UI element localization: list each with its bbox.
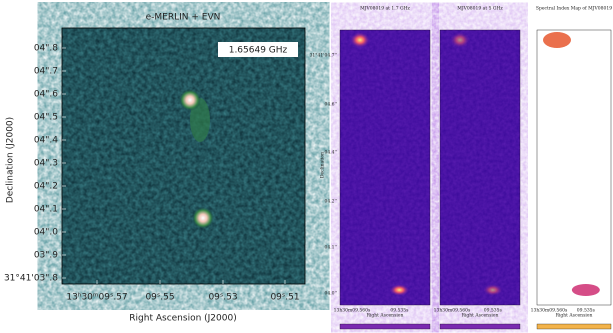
x-tick-label: 09.535s xyxy=(484,308,503,314)
panel-title: MJV08019 at 1.7 GHz xyxy=(360,6,410,12)
x-tick-label: 13ʰ30ᵐ09ˢ.57 xyxy=(66,293,127,303)
x-tick-label: 13h30m09.560s xyxy=(334,308,371,314)
panel-title: MJV08019 at 5 GHz xyxy=(457,6,503,12)
source xyxy=(482,284,503,296)
y-axis-label: Declination xyxy=(320,152,326,178)
colorbar xyxy=(339,323,431,330)
label-box xyxy=(218,42,298,57)
y-tick-label: 04".0 xyxy=(34,228,58,238)
frequency-label: 1.65649 GHz xyxy=(229,46,288,56)
source xyxy=(389,284,410,296)
radio-noise xyxy=(62,28,305,284)
y-tick-label: 04".5 xyxy=(34,113,58,123)
y-axis-label: Declination (J2000) xyxy=(6,117,16,203)
y-tick-label: 04".4 xyxy=(34,136,58,146)
left-panel: 1.65649 GHz e-MERLIN + EVN Right Ascensi… xyxy=(6,13,306,324)
y-tick-label: 04.6'' xyxy=(325,102,338,108)
x-tick-label: 09ˢ.55 xyxy=(145,293,174,303)
map-noise xyxy=(340,30,430,305)
map-image xyxy=(536,29,612,306)
x-tick-label: 13h30m09.560s xyxy=(434,308,471,314)
y-tick-label: 04.1'' xyxy=(325,245,338,251)
x-axis-label: Right Ascension xyxy=(556,313,593,319)
source xyxy=(543,32,571,48)
component xyxy=(192,207,214,229)
component xyxy=(179,89,201,111)
y-tick-label: 04".1 xyxy=(34,205,58,215)
source xyxy=(350,32,370,48)
y-tick-label: 04".8 xyxy=(34,44,58,54)
x-tick-label: 09ˢ.53 xyxy=(208,293,237,303)
y-tick-label: 04.2'' xyxy=(325,199,338,205)
x-axis-label: Right Ascension xyxy=(462,313,499,319)
colorbar xyxy=(439,323,521,330)
x-axis-label: Right Ascension (J2000) xyxy=(129,314,236,324)
frame xyxy=(61,27,306,285)
x-tick-label: 09.535s xyxy=(577,308,596,314)
y-tick-label: 04.4'' xyxy=(325,150,338,156)
y-tick-label: 04".6 xyxy=(34,90,58,100)
x-tick-label: 13h30m09.560s xyxy=(531,308,568,314)
right-panels: Declination xyxy=(320,152,326,178)
panel-title: e-MERLIN + EVN xyxy=(146,13,221,23)
map-noise xyxy=(440,30,520,305)
x-tick-label: 09.535s xyxy=(390,308,409,314)
y-tick-label: 04.0'' xyxy=(325,291,338,297)
y-tick-label: 04".3 xyxy=(34,159,58,169)
x-tick-label: 09ˢ.51 xyxy=(270,293,299,303)
panel-title: Spectral Index Map of MJV08019 xyxy=(536,6,612,12)
y-tick-label: 04".7 xyxy=(34,67,58,77)
y-tick-label: 04".2 xyxy=(34,182,58,192)
colorbar xyxy=(536,323,612,330)
y-tick-label: 31°41'04.7'' xyxy=(310,53,337,59)
x-axis-label: Right Ascension xyxy=(367,313,404,319)
y-tick-label: 31°41'03".8 xyxy=(4,274,58,284)
source xyxy=(571,284,600,296)
source xyxy=(450,32,470,48)
y-tick-label: 03".9 xyxy=(34,251,58,261)
